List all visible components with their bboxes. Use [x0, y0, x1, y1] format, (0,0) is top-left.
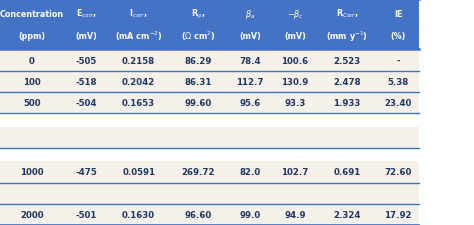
- Text: 96.60: 96.60: [184, 210, 211, 219]
- Text: (ppm): (ppm): [18, 32, 46, 41]
- Text: 2000: 2000: [20, 210, 44, 219]
- Text: 86.29: 86.29: [184, 56, 211, 65]
- Text: 5.38: 5.38: [388, 77, 409, 86]
- Text: ($\Omega$ cm$^{2}$): ($\Omega$ cm$^{2}$): [181, 29, 215, 43]
- Text: -475: -475: [76, 168, 97, 177]
- Text: 99.60: 99.60: [184, 99, 211, 108]
- Text: 500: 500: [23, 99, 41, 108]
- Text: 112.7: 112.7: [236, 77, 264, 86]
- Text: 0.691: 0.691: [334, 168, 361, 177]
- Text: (mm y$^{-1}$): (mm y$^{-1}$): [326, 29, 368, 43]
- Text: 102.7: 102.7: [282, 168, 309, 177]
- Text: (mV): (mV): [284, 32, 306, 41]
- Text: 0.2042: 0.2042: [122, 77, 155, 86]
- Text: -501: -501: [76, 210, 97, 219]
- Text: -504: -504: [76, 99, 97, 108]
- Text: 100.6: 100.6: [282, 56, 309, 65]
- Bar: [0, 50, 419, 71]
- Text: 23.40: 23.40: [384, 99, 412, 108]
- Bar: [0, 114, 419, 127]
- Bar: [0, 0, 419, 50]
- Text: 72.60: 72.60: [384, 168, 412, 177]
- Text: 100: 100: [23, 77, 41, 86]
- Text: $\beta_a$: $\beta_a$: [245, 8, 255, 20]
- Text: -518: -518: [76, 77, 97, 86]
- Text: 0: 0: [29, 56, 35, 65]
- Text: 2.478: 2.478: [333, 77, 361, 86]
- Bar: [0, 92, 419, 114]
- Text: 86.31: 86.31: [184, 77, 211, 86]
- Text: 82.0: 82.0: [239, 168, 261, 177]
- Text: (%): (%): [391, 32, 406, 41]
- Text: 95.6: 95.6: [239, 99, 261, 108]
- Text: 78.4: 78.4: [239, 56, 261, 65]
- Text: -505: -505: [76, 56, 97, 65]
- Bar: [0, 183, 419, 204]
- Text: Concentration: Concentration: [0, 10, 64, 18]
- Text: 1000: 1000: [20, 168, 44, 177]
- Text: 93.3: 93.3: [284, 99, 306, 108]
- Bar: [0, 204, 419, 225]
- Bar: [0, 162, 419, 183]
- Bar: [0, 71, 419, 92]
- Bar: [0, 127, 419, 148]
- Text: 94.9: 94.9: [284, 210, 306, 219]
- Text: E$_{corr}$,: E$_{corr}$,: [76, 8, 97, 20]
- Text: 2.523: 2.523: [334, 56, 361, 65]
- Bar: [0, 148, 419, 162]
- Text: -: -: [396, 56, 400, 65]
- Text: IE: IE: [394, 10, 402, 18]
- Text: 0.2158: 0.2158: [122, 56, 155, 65]
- Text: 130.9: 130.9: [282, 77, 309, 86]
- Text: R$_{p}$,: R$_{p}$,: [191, 8, 205, 21]
- Text: R$_{Corr}$,: R$_{Corr}$,: [336, 8, 359, 20]
- Text: I$_{corr}$,: I$_{corr}$,: [129, 8, 148, 20]
- Text: 0.1630: 0.1630: [122, 210, 155, 219]
- Text: 17.92: 17.92: [384, 210, 412, 219]
- Text: $-\beta_c$: $-\beta_c$: [287, 8, 303, 20]
- Text: 0.0591: 0.0591: [122, 168, 155, 177]
- Text: 0.1653: 0.1653: [122, 99, 155, 108]
- Text: 1.933: 1.933: [334, 99, 361, 108]
- Text: 99.0: 99.0: [239, 210, 261, 219]
- Text: 2.324: 2.324: [333, 210, 361, 219]
- Text: (mV): (mV): [239, 32, 261, 41]
- Text: 269.72: 269.72: [181, 168, 215, 177]
- Text: (mV): (mV): [75, 32, 98, 41]
- Text: (mA cm$^{-2}$): (mA cm$^{-2}$): [115, 29, 163, 43]
